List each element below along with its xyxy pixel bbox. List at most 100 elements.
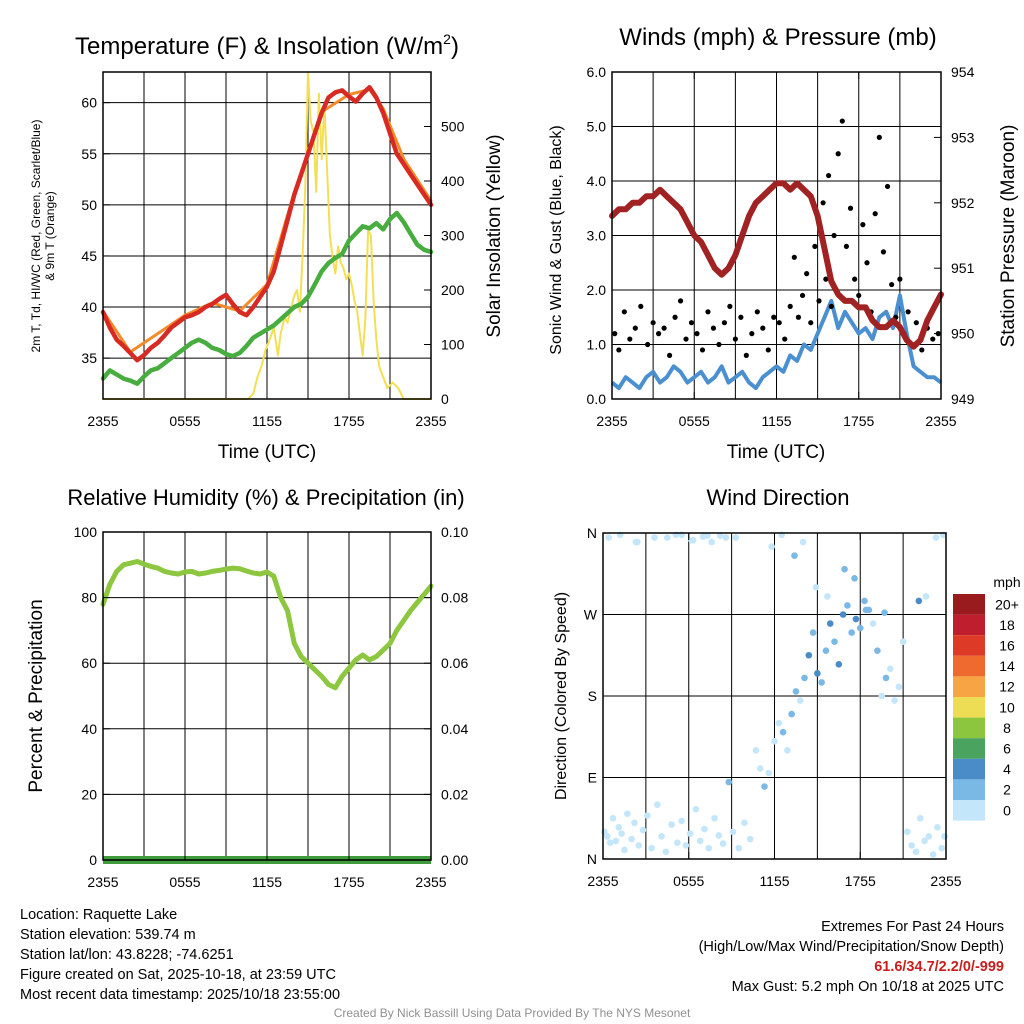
- winds-ytick-label: 1.0: [587, 337, 607, 353]
- direction-point: [725, 778, 733, 786]
- direction-point: [899, 638, 907, 645]
- direction-point: [654, 801, 661, 808]
- colorbar-label: 8: [1003, 720, 1011, 736]
- humidity-ytick-label: 60: [81, 655, 97, 671]
- direction-point: [882, 674, 890, 682]
- colorbar-label: 12: [999, 679, 1015, 695]
- gust-point: [616, 347, 622, 353]
- direction-ytick-label: N: [587, 851, 597, 867]
- winds-panel: Winds (mph) & Pressure (mb) 2355 0555 1155…: [548, 24, 1019, 463]
- direction-point: [805, 651, 813, 659]
- direction-point: [878, 692, 885, 700]
- direction-point: [711, 814, 718, 822]
- humidity-right-ytick-label: 0.02: [441, 786, 468, 802]
- direction-point: [658, 833, 665, 840]
- direction-xtick-label: 0555: [673, 873, 704, 889]
- direction-point: [824, 593, 831, 600]
- gust-point: [765, 347, 771, 353]
- direction-point: [886, 665, 894, 673]
- temp-ytick-label: 45: [81, 248, 97, 264]
- direction-point: [719, 840, 727, 847]
- colorbar-swatch: [953, 800, 985, 821]
- humidity-right-ytick-label: 0.00: [441, 852, 468, 868]
- humidity-ylabel-left: Percent & Precipitation: [26, 599, 47, 792]
- colorbar-label: 10: [999, 699, 1015, 715]
- direction-point: [814, 670, 821, 677]
- direction-point: [674, 839, 681, 846]
- direction-point: [801, 674, 808, 682]
- gust-point: [919, 347, 925, 353]
- direction-point: [621, 846, 628, 854]
- direction-point: [612, 837, 620, 845]
- direction-point: [791, 552, 798, 559]
- colorbar-swatch: [953, 655, 985, 677]
- direction-point: [761, 783, 768, 790]
- direction-point: [628, 835, 635, 843]
- gust-point: [632, 325, 638, 331]
- direction-point: [929, 851, 937, 858]
- temp-ytick-label: 60: [81, 95, 97, 111]
- credit-text: Created By Nick Bassill Using Data Provi…: [333, 1006, 691, 1020]
- winds-right-ytick-label: 949: [951, 391, 975, 407]
- humidity-xtick-label: 2355: [87, 874, 118, 890]
- gust-point: [823, 276, 829, 282]
- gust-point: [716, 341, 722, 348]
- winds-ytick-label: 5.0: [587, 119, 607, 135]
- colorbar: 20+ 18 16 14 12 10 8 6 4 2 0: [953, 594, 1019, 821]
- direction-ytick-label: E: [588, 770, 597, 786]
- gust-point: [905, 309, 911, 315]
- direction-point: [752, 747, 760, 754]
- winds-right-ytick-label: 950: [951, 326, 975, 342]
- direction-point: [651, 534, 658, 541]
- direction-point: [689, 536, 697, 544]
- direction-point: [603, 833, 611, 840]
- winds-title: Winds (mph) & Pressure (mb): [619, 24, 936, 51]
- direction-point: [812, 584, 820, 591]
- direction-point: [891, 697, 898, 704]
- humidity-series-line: [100, 559, 434, 691]
- direction-point: [881, 609, 888, 616]
- elevation-text: Station elevation: 539.74 m: [20, 927, 196, 943]
- winds-ylabel-right: Station Pressure (Maroon): [998, 125, 1019, 348]
- direction-point: [796, 697, 804, 704]
- temp-xtick-label: 0555: [169, 413, 200, 429]
- direction-point: [912, 848, 920, 856]
- gust-point: [677, 298, 684, 304]
- humidity-xtick-label: 1155: [252, 874, 282, 890]
- direction-title: Wind Direction: [706, 485, 849, 510]
- colorbar-title: mph: [993, 574, 1020, 590]
- gust-point: [930, 336, 936, 342]
- direction-point: [779, 728, 787, 736]
- gust-point: [816, 298, 822, 304]
- direction-point: [635, 842, 643, 849]
- gust-point: [820, 200, 826, 206]
- colorbar-label: 4: [1003, 761, 1011, 777]
- winds-right-ytick-label: 953: [951, 129, 975, 145]
- direction-point: [605, 534, 613, 541]
- gust-point: [749, 331, 755, 337]
- gust-point: [812, 243, 818, 249]
- humidity-ytick-label: 100: [74, 524, 98, 540]
- direction-panel: Wind Direction 2355 0555 1155 1755 2355 N E S W N…: [553, 485, 1021, 889]
- temp-xtick-label: 1155: [252, 413, 282, 429]
- direction-ytick-label: S: [588, 688, 597, 704]
- winds-ytick-label: 0.0: [587, 391, 607, 407]
- direction-xtick-label: 2355: [930, 873, 961, 889]
- gust-point: [864, 260, 870, 266]
- temperature-panel: Temperature (F) & Insolation (W/m2) 2355…: [29, 31, 505, 463]
- gust-point: [754, 309, 760, 315]
- direction-point: [696, 837, 704, 845]
- direction-point: [895, 683, 903, 691]
- gust-point: [808, 320, 814, 326]
- gust-point: [860, 222, 866, 228]
- gust-point: [791, 254, 797, 260]
- gust-point: [683, 336, 689, 342]
- direction-point: [915, 597, 923, 605]
- gust-point: [913, 320, 919, 326]
- direction-point: [701, 825, 708, 833]
- direction-point: [861, 597, 868, 605]
- colorbar-label: 0: [1003, 802, 1011, 818]
- humidity-ytick-label: 20: [81, 786, 97, 802]
- gust-point: [889, 281, 895, 288]
